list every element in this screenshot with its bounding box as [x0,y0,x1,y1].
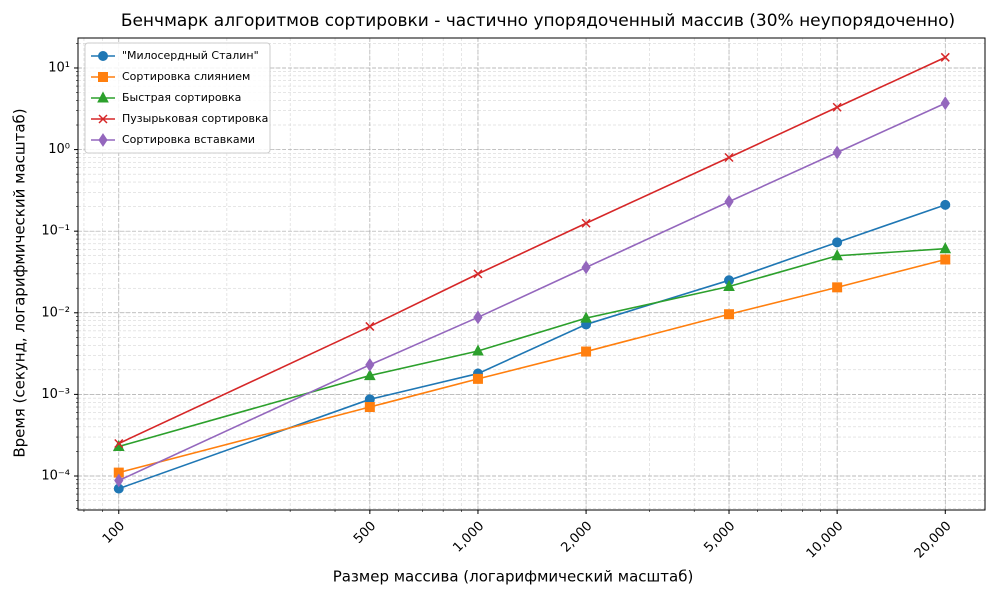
legend-text: Сортировка слиянием [122,70,250,83]
marker [98,72,108,82]
marker [832,145,842,160]
series-line [118,204,946,490]
marker [365,357,375,372]
marker [940,52,950,62]
series-line [118,258,946,474]
x-tick-label: 1,000 [450,519,487,556]
legend-text: "Милосердный Сталин" [122,49,259,62]
y-tick-label: 10⁻² [41,305,70,320]
x-tick-label: 2,000 [558,519,595,556]
y-tick-label: 10⁻¹ [41,224,70,239]
chart-title: Бенчмарк алгоритмов сортировки - частичн… [121,11,955,31]
x-tick-label: 10,000 [804,519,847,562]
legend-box [84,42,271,154]
marker [581,346,592,357]
marker [473,310,483,325]
marker [832,282,843,293]
marker [832,237,843,248]
plot-frame [77,37,986,511]
y-tick-label: 10⁰ [48,142,70,157]
marker [581,218,591,228]
marker [98,114,108,124]
marker [114,438,124,449]
y-tick-label: 10⁻³ [41,387,70,402]
marker [365,321,375,331]
legend-text: Сортировка вставками [122,133,255,146]
marker [97,91,109,103]
marker [940,254,951,265]
marker [364,402,375,413]
marker [473,269,483,279]
marker [98,133,108,147]
marker [364,369,376,381]
y-tick-label: 10¹ [48,60,70,75]
marker [831,249,843,261]
x-tick-label: 20,000 [912,519,955,562]
x-tick-label: 100 [100,519,128,547]
legend-text: Пузырьковая сортировка [122,112,268,125]
marker [724,194,734,209]
marker [939,242,952,254]
marker [940,199,951,210]
marker [724,309,735,320]
marker [581,260,591,275]
marker [98,51,108,61]
marker [832,102,842,112]
marker [723,279,735,291]
marker [724,152,734,163]
series-line [118,247,946,448]
x-tick-label: 5,000 [701,519,738,556]
y-tick-label: 10⁻⁴ [41,468,70,483]
marker [114,473,124,488]
marker [472,344,484,356]
x-axis-label: Размер массива (логарифмический масштаб) [333,568,694,586]
marker [472,373,483,384]
marker [580,311,592,323]
marker [940,96,950,111]
legend-text: Быстрая сортировка [122,91,241,104]
x-tick-label: 500 [351,519,379,547]
y-axis-label: Время (секунд, логарифмический масштаб) [11,108,29,457]
